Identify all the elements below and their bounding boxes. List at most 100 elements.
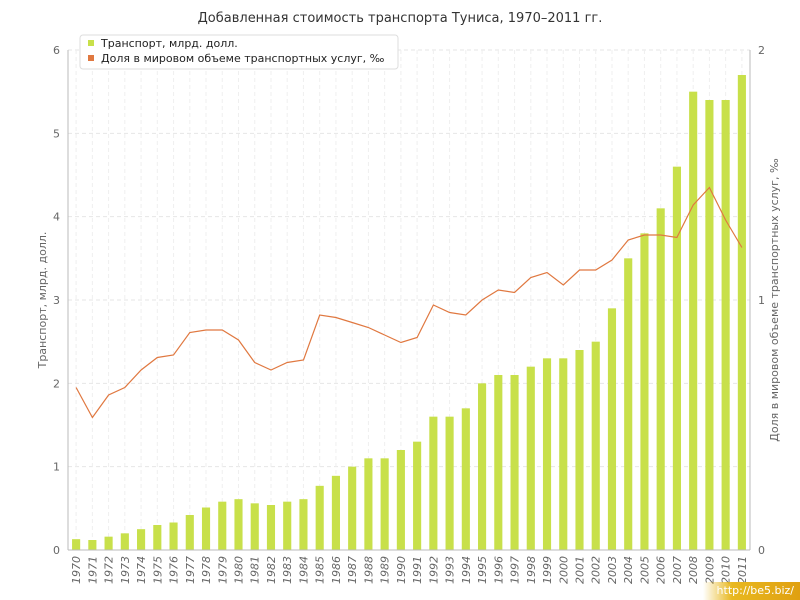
bar <box>689 91 698 551</box>
bar <box>461 408 470 550</box>
bar <box>250 503 259 550</box>
x-tick-label: 1979 <box>216 556 229 584</box>
y-tick-left: 1 <box>53 461 60 474</box>
bar <box>510 375 519 550</box>
x-tick-label: 1970 <box>70 556 83 584</box>
y-axis-left-label: Транспорт, млрд. долл. <box>36 232 49 370</box>
x-tick-label: 1975 <box>151 556 164 584</box>
y-axis-left-ticks: 0 1 2 3 4 5 6 <box>53 44 60 557</box>
bar <box>478 383 487 550</box>
x-tick-label: 1997 <box>509 556 522 584</box>
x-tick-label: 2009 <box>703 556 716 584</box>
legend-box <box>79 34 399 70</box>
x-tick-label: 1998 <box>525 556 538 584</box>
x-tick-label: 1988 <box>362 556 375 584</box>
x-tick-label: 1996 <box>492 556 505 584</box>
bar <box>72 539 81 550</box>
bar <box>201 507 211 550</box>
x-tick-label: 1990 <box>395 556 408 584</box>
bar <box>413 441 422 550</box>
y-tick-left: 3 <box>53 294 60 307</box>
y-tick-left: 4 <box>53 211 60 224</box>
bar <box>331 475 340 550</box>
x-tick-label: 1991 <box>411 556 424 584</box>
legend-marker-bar <box>88 40 94 46</box>
bar <box>656 208 665 551</box>
watermark-link[interactable]: http://be5.biz/ <box>702 582 800 600</box>
x-tick-label: 2005 <box>638 556 651 584</box>
y-tick-right: 2 <box>758 44 765 57</box>
bar <box>88 540 97 550</box>
x-tick-label: 2008 <box>687 556 700 584</box>
x-tick-label: 2002 <box>590 556 603 584</box>
bar <box>526 366 535 550</box>
bar-series <box>72 75 746 551</box>
bar <box>559 358 568 550</box>
x-tick-label: 1976 <box>168 556 181 584</box>
x-axis-ticks: 1970 1971 1972 1973 1974 1975 1976 1977 1978 1979… <box>70 556 749 584</box>
bar <box>494 375 503 550</box>
line-path <box>75 186 743 419</box>
bar <box>607 308 617 550</box>
y-axis-right-label: Доля в мировом объеме транспортных услуг… <box>768 158 781 442</box>
x-tick-label: 2001 <box>574 556 587 584</box>
bar <box>624 258 633 550</box>
x-tick-label: 1981 <box>249 556 262 584</box>
bar <box>153 525 162 550</box>
x-tick-label: 1987 <box>346 556 359 584</box>
x-tick-label: 1973 <box>119 556 132 584</box>
legend-label-bar: Транспорт, млрд. долл. <box>100 37 238 50</box>
x-tick-label: 1978 <box>200 556 213 584</box>
x-tick-label: 2004 <box>622 556 635 584</box>
x-tick-label: 1984 <box>297 556 310 584</box>
x-tick-label: 1989 <box>379 556 392 584</box>
bar <box>396 450 405 550</box>
x-tick-label: 2011 <box>736 556 749 584</box>
legend-label-line: Доля в мировом объеме транспортных услуг… <box>101 52 385 65</box>
y-axis-right-ticks: 0 1 2 <box>758 44 765 557</box>
x-tick-label: 1999 <box>541 556 554 584</box>
axes <box>67 50 751 551</box>
x-tick-label: 1992 <box>427 556 440 584</box>
bar <box>542 358 552 550</box>
y-tick-right: 0 <box>758 544 765 557</box>
x-tick-label: 1974 <box>135 556 148 584</box>
bar <box>120 533 129 550</box>
x-tick-label: 2006 <box>655 556 668 584</box>
y-tick-left: 5 <box>53 127 60 140</box>
y-tick-left: 2 <box>53 377 60 390</box>
x-tick-label: 1980 <box>233 556 246 584</box>
bar <box>185 515 194 550</box>
bar <box>429 416 438 550</box>
x-tick-label: 2000 <box>557 556 570 584</box>
bar <box>737 75 746 550</box>
x-tick-label: 1971 <box>86 556 99 584</box>
y-tick-left: 6 <box>53 44 60 57</box>
x-tick-label: 1995 <box>476 556 489 584</box>
bar <box>364 458 373 550</box>
chart-title: Добавленная стоимость транспорта Туниса,… <box>198 11 603 26</box>
bar <box>169 522 178 550</box>
bar <box>721 100 730 550</box>
y-tick-left: 0 <box>53 544 60 557</box>
bar <box>348 466 357 550</box>
x-tick-label: 1983 <box>281 556 294 584</box>
x-tick-label: 1993 <box>444 556 457 584</box>
line-series <box>75 186 743 419</box>
x-tick-label: 1986 <box>330 556 343 584</box>
bar <box>445 416 454 550</box>
bar <box>315 485 324 550</box>
x-tick-label: 2007 <box>671 556 684 584</box>
bar <box>672 166 681 550</box>
bar <box>104 536 113 550</box>
bar <box>137 529 146 550</box>
x-tick-label: 2003 <box>606 556 619 584</box>
bar <box>299 499 308 550</box>
x-tick-label: 2010 <box>720 556 733 584</box>
x-tick-label: 1972 <box>103 556 116 584</box>
bar <box>283 501 292 550</box>
y-tick-right: 1 <box>758 294 765 307</box>
bar <box>218 501 227 550</box>
bar <box>575 350 584 550</box>
